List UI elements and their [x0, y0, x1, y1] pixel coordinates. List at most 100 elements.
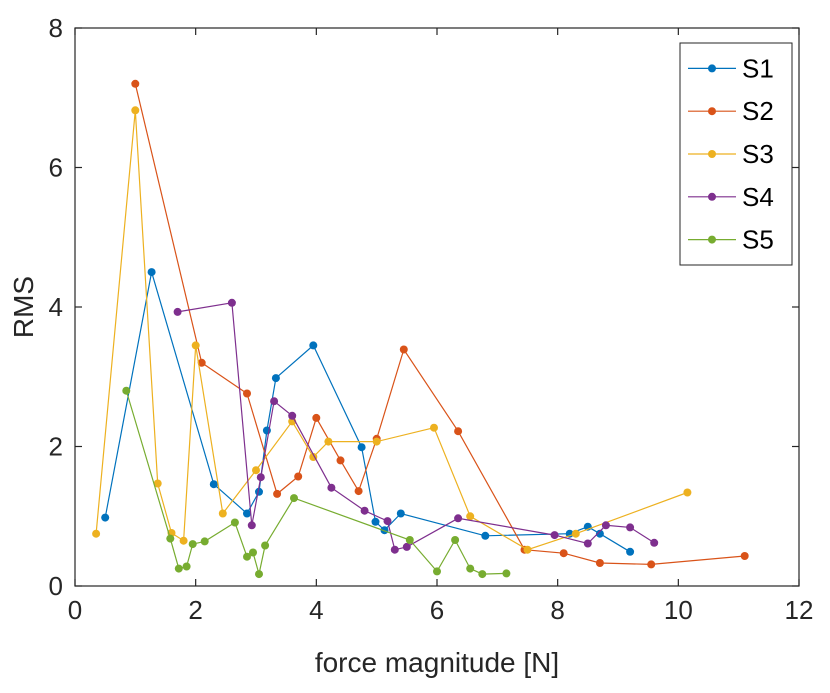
data-point-s5-4 — [188, 540, 197, 549]
legend-label: S1 — [742, 53, 774, 83]
legend-swatch-marker — [708, 150, 716, 158]
data-point-s3-5 — [191, 341, 200, 350]
legend-swatch-marker — [708, 192, 716, 201]
data-point-s3-6 — [218, 509, 227, 518]
data-point-s3-16 — [683, 488, 692, 497]
data-point-s5-6 — [230, 518, 239, 527]
data-point-s2-1 — [197, 358, 206, 367]
data-point-s4-2 — [247, 521, 256, 530]
ticks-layer: 0 2 4 6 8 10 12 0 2 4 6 8 — [49, 13, 814, 625]
data-point-s5-12 — [405, 536, 414, 544]
data-point-s3-10 — [324, 437, 333, 446]
legend: S1 S2 S3 S4 S5 — [679, 42, 793, 266]
x-tick-label: 4 — [309, 595, 323, 625]
legend-label: S5 — [742, 225, 774, 255]
data-point-s4-3 — [256, 473, 265, 482]
y-axis-title: RMS — [8, 276, 39, 338]
data-point-s4-13 — [583, 539, 592, 548]
data-point-s2-9 — [399, 345, 408, 354]
data-point-s5-13 — [433, 567, 441, 576]
plot-area — [75, 28, 799, 586]
data-point-s2-14 — [647, 560, 656, 569]
y-tick-label: 0 — [49, 571, 63, 601]
data-point-s2-15 — [740, 552, 749, 560]
data-point-s5-10 — [261, 541, 270, 550]
x-tick-label: 10 — [664, 595, 693, 625]
y-tick-label: 2 — [49, 432, 63, 462]
data-point-s4-12 — [550, 531, 559, 540]
data-point-s4-9 — [390, 545, 399, 554]
legend-item-s2: S2 — [688, 96, 774, 126]
series-s5 — [122, 386, 511, 579]
data-point-s3-15 — [571, 529, 580, 538]
data-point-s4-5 — [288, 411, 297, 420]
data-point-s2-13 — [595, 559, 604, 567]
legend-swatch-marker — [708, 64, 716, 73]
legend-item-s4: S4 — [688, 182, 774, 212]
data-point-s3-1 — [131, 106, 140, 115]
data-point-s1-1 — [147, 268, 156, 277]
data-point-s5-11 — [290, 494, 298, 503]
x-tick-label: 2 — [188, 595, 202, 625]
data-point-s5-15 — [466, 564, 475, 573]
data-point-s5-1 — [166, 534, 175, 543]
legend-label: S4 — [742, 182, 774, 212]
data-point-s5-5 — [200, 537, 209, 546]
data-point-s5-8 — [249, 548, 257, 557]
data-point-s1-3 — [243, 509, 251, 518]
data-point-s4-7 — [360, 506, 369, 515]
data-point-s2-5 — [312, 413, 321, 422]
data-point-s2-2 — [243, 389, 251, 398]
data-point-s4-0 — [173, 307, 182, 316]
data-point-s3-2 — [153, 479, 162, 488]
data-point-s5-9 — [255, 570, 263, 579]
x-tick-label: 0 — [68, 595, 82, 625]
data-point-s1-9 — [371, 517, 380, 526]
series-s3 — [92, 106, 692, 554]
data-point-s4-1 — [227, 298, 236, 307]
data-point-s1-4 — [255, 487, 263, 496]
data-point-s2-6 — [336, 456, 345, 465]
data-point-s4-6 — [327, 483, 336, 492]
series-line-s2 — [134, 83, 745, 566]
data-point-s4-16 — [650, 538, 659, 547]
legend-item-s1: S1 — [688, 53, 774, 83]
legend-swatch-marker — [708, 235, 716, 244]
data-point-s1-15 — [595, 529, 604, 538]
data-point-s3-4 — [179, 536, 188, 545]
data-point-s2-10 — [454, 427, 463, 436]
data-point-s5-14 — [451, 536, 460, 544]
data-point-s1-7 — [309, 341, 318, 350]
y-tick-label: 4 — [49, 292, 63, 322]
data-point-s5-7 — [243, 552, 251, 561]
legend-swatch-marker — [708, 107, 716, 116]
series-s4 — [173, 298, 659, 554]
data-point-s5-3 — [182, 562, 191, 571]
data-point-s1-16 — [626, 547, 635, 556]
x-tick-label: 8 — [550, 595, 564, 625]
data-point-s4-8 — [383, 517, 392, 526]
data-point-s3-0 — [92, 529, 101, 538]
data-point-s1-6 — [271, 374, 280, 383]
legend-item-s5: S5 — [688, 225, 774, 255]
data-point-s3-11 — [372, 437, 381, 446]
data-point-s4-10 — [402, 542, 411, 551]
data-point-s5-2 — [174, 564, 183, 573]
data-point-s2-0 — [131, 79, 140, 88]
data-point-s1-13 — [565, 529, 574, 538]
data-point-s2-3 — [273, 489, 282, 498]
data-point-s4-15 — [626, 523, 635, 532]
data-point-s2-4 — [294, 472, 303, 481]
data-point-s4-4 — [270, 397, 279, 406]
data-point-s3-13 — [466, 512, 475, 521]
data-point-s3-14 — [523, 545, 532, 554]
legend-label: S2 — [742, 96, 774, 126]
data-point-s5-16 — [478, 570, 487, 579]
data-point-s5-0 — [122, 386, 131, 395]
data-point-s5-17 — [502, 569, 511, 578]
data-point-s1-2 — [209, 480, 218, 489]
data-point-s1-8 — [357, 443, 366, 452]
data-point-s1-0 — [101, 513, 110, 522]
data-point-s4-14 — [601, 521, 610, 530]
